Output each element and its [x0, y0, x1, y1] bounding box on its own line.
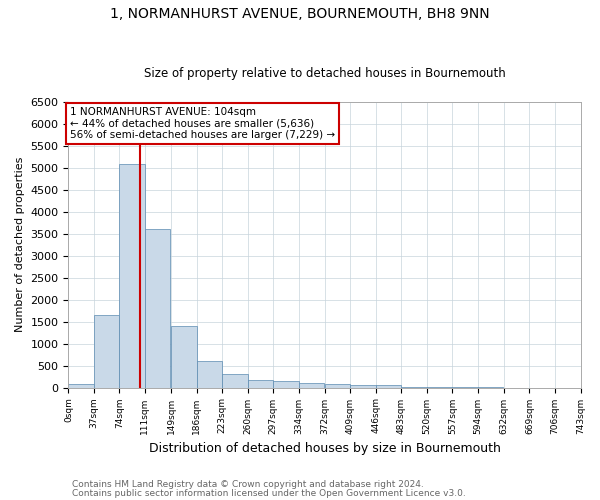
Bar	[171, 326, 197, 388]
Bar	[145, 229, 170, 388]
Bar	[376, 385, 401, 388]
Bar	[248, 380, 273, 388]
Y-axis label: Number of detached properties: Number of detached properties	[15, 157, 25, 332]
Bar	[94, 315, 119, 388]
Bar	[68, 384, 94, 388]
Text: Contains HM Land Registry data © Crown copyright and database right 2024.: Contains HM Land Registry data © Crown c…	[72, 480, 424, 489]
Text: 1, NORMANHURST AVENUE, BOURNEMOUTH, BH8 9NN: 1, NORMANHURST AVENUE, BOURNEMOUTH, BH8 …	[110, 8, 490, 22]
Bar	[119, 164, 145, 388]
Bar	[299, 382, 324, 388]
Text: Contains public sector information licensed under the Open Government Licence v3: Contains public sector information licen…	[72, 489, 466, 498]
Bar	[197, 360, 222, 388]
Bar	[325, 384, 350, 388]
Bar	[350, 385, 376, 388]
Bar	[273, 381, 299, 388]
Text: 1 NORMANHURST AVENUE: 104sqm
← 44% of detached houses are smaller (5,636)
56% of: 1 NORMANHURST AVENUE: 104sqm ← 44% of de…	[70, 107, 335, 140]
Title: Size of property relative to detached houses in Bournemouth: Size of property relative to detached ho…	[143, 66, 505, 80]
X-axis label: Distribution of detached houses by size in Bournemouth: Distribution of detached houses by size …	[149, 442, 500, 455]
Bar	[222, 374, 248, 388]
